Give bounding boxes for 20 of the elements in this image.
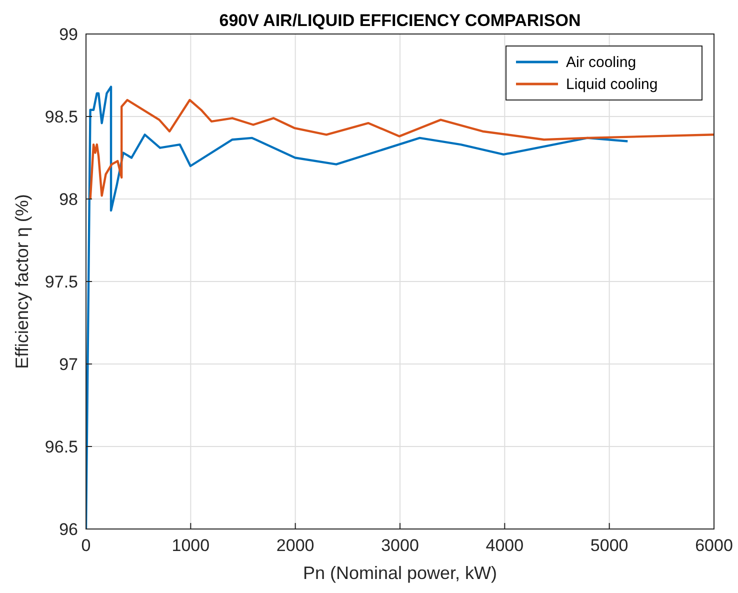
y-axis-title: Efficiency factor η (%): [12, 194, 32, 369]
y-tick-label: 98.5: [44, 108, 78, 126]
x-tick-label: 4000: [486, 536, 524, 555]
legend-label: Air cooling: [566, 54, 636, 71]
x-tick-label: 5000: [590, 536, 628, 555]
x-tick-label: 1000: [172, 536, 210, 555]
y-tick-label: 99: [59, 25, 78, 44]
x-tick-label: 6000: [695, 536, 733, 555]
y-tick-label: 96: [59, 520, 78, 539]
chart-title: 690V AIR/LIQUID EFFICIENCY COMPARISON: [219, 11, 581, 30]
y-tick-label: 97.5: [44, 272, 78, 292]
x-axis-title: Pn (Nominal power, kW): [302, 563, 498, 583]
legend-label: Liquid cooling: [566, 76, 658, 93]
x-tick-label: 3000: [381, 536, 419, 555]
line-series: [89, 98, 716, 200]
x-tick-label: 0: [81, 536, 91, 555]
x-tick-label: 2000: [276, 536, 314, 555]
y-tick-label: 98: [59, 190, 78, 209]
y-tick-label: 96.5: [44, 438, 78, 456]
y-tick-label: 97: [59, 355, 78, 374]
